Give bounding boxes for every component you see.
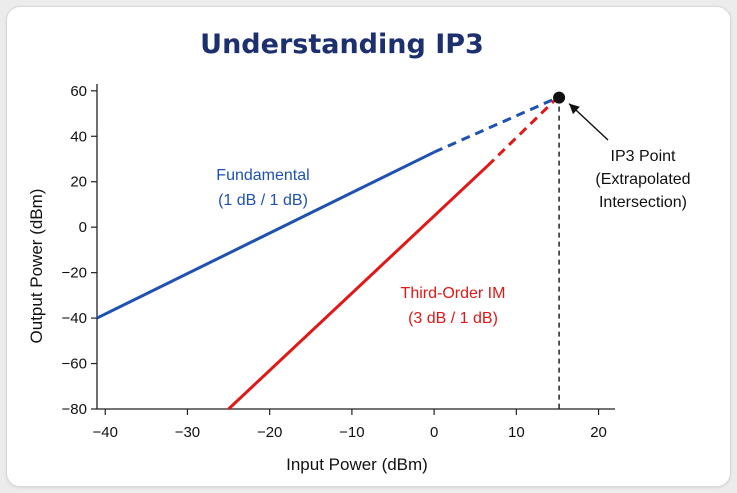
y-tick-label: −80 [62, 401, 87, 418]
fundamental-line [96, 150, 435, 320]
y-tick-label: −20 [62, 265, 87, 282]
y-tick-label: −40 [62, 310, 87, 327]
x-tick-label: −30 [175, 424, 200, 441]
fundamental-label: Fundamental [216, 167, 309, 184]
x-tick-label: −20 [257, 424, 282, 441]
ip3-label-line: IP3 Point [611, 148, 676, 165]
ip3-annotation: IP3 Point (Extrapolated Intersection) [553, 91, 691, 409]
x-tick-label: 20 [590, 424, 607, 441]
y-tick-label: −60 [62, 356, 87, 373]
third-order-label: Third-Order IM [401, 285, 506, 302]
x-tick-label: −10 [339, 424, 364, 441]
chart-card [6, 6, 731, 487]
x-tick-label: −40 [92, 424, 117, 441]
ip3-point-marker [553, 91, 566, 104]
fundamental-slope-label: (1 dB / 1 dB) [218, 192, 308, 209]
chart-title: Understanding IP3 [200, 29, 484, 60]
x-tick-label: 0 [430, 424, 438, 441]
third-order-extrapolated-line [486, 96, 559, 167]
y-tick-label: 0 [79, 219, 87, 236]
ip3-arrow-head [569, 103, 580, 115]
third-order-line [227, 164, 489, 411]
fundamental-extrapolated-line [433, 96, 559, 154]
series-layer [96, 96, 559, 411]
ip3-label-line: Intersection) [599, 194, 687, 211]
ip3-label-line: (Extrapolated [595, 171, 690, 188]
x-axis-label: Input Power (dBm) [286, 455, 428, 474]
y-tick-label: 40 [70, 128, 87, 145]
y-tick-label: 20 [70, 174, 87, 191]
third-order-slope-label: (3 dB / 1 dB) [408, 310, 498, 327]
x-tick-label: 10 [508, 424, 525, 441]
y-tick-label: 60 [70, 83, 87, 100]
y-axis-label: Output Power (dBm) [27, 189, 46, 344]
axes: −40 −30 −20 −10 0 10 20 −80 −60 −40 −20 0 20 40 60 [62, 83, 615, 441]
